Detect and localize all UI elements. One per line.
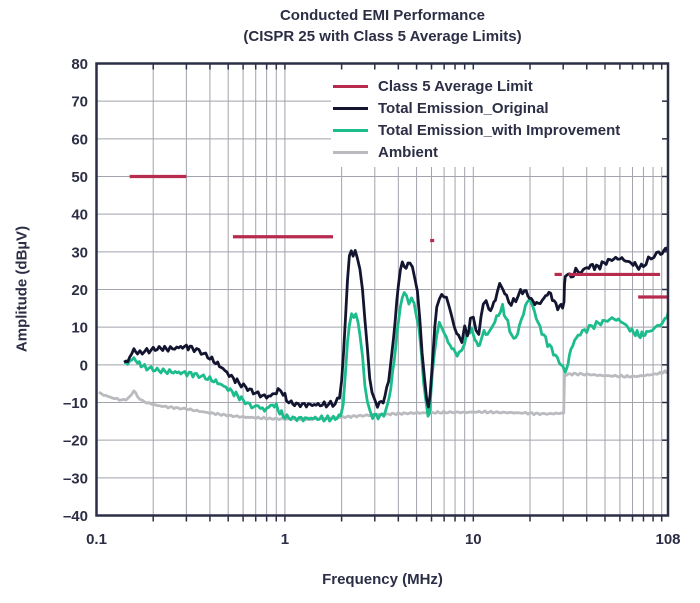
curve-total-emission-original bbox=[123, 245, 668, 409]
y-tick-label: 0 bbox=[80, 357, 88, 374]
legend-item-total-emission-original: Total Emission_Original bbox=[333, 97, 620, 119]
y-tick-label: –20 bbox=[63, 433, 88, 450]
legend-backing bbox=[331, 65, 668, 167]
y-tick-label: 20 bbox=[71, 282, 88, 299]
y-tick-label: 50 bbox=[71, 169, 88, 186]
improved-line-swatch bbox=[333, 128, 368, 132]
y-tick-label: –10 bbox=[63, 395, 88, 412]
chart-title: Conducted EMI Performance bbox=[279, 7, 486, 24]
legend: Class 5 Average Limit Total Emission_Ori… bbox=[333, 75, 620, 163]
y-tick-label: 80 bbox=[71, 56, 88, 73]
x-tick-label: 0.1 bbox=[86, 531, 107, 548]
y-tick-label: 40 bbox=[71, 207, 88, 224]
legend-label: Ambient bbox=[378, 143, 438, 161]
curve-total-emission-with-improvement bbox=[124, 291, 668, 423]
legend-item-ambient: Ambient bbox=[333, 141, 620, 163]
y-tick-label: 10 bbox=[71, 320, 88, 337]
y-tick-label: 70 bbox=[71, 94, 88, 111]
legend-item-class5-limit: Class 5 Average Limit bbox=[333, 75, 620, 97]
limit-line-swatch bbox=[333, 84, 368, 88]
legend-label: Total Emission_Original bbox=[378, 99, 549, 117]
original-line-swatch bbox=[333, 106, 368, 110]
y-axis-title: Amplitude (dBµV) bbox=[13, 225, 31, 353]
y-tick-label: 60 bbox=[71, 131, 88, 148]
curve-ambient bbox=[98, 369, 668, 422]
chart-subtitle: (CISPR 25 with Class 5 Average Limits) bbox=[243, 28, 522, 45]
legend-item-total-emission-improved: Total Emission_with Improvement bbox=[333, 119, 620, 141]
y-tick-label: 30 bbox=[71, 244, 88, 261]
legend-label: Class 5 Average Limit bbox=[378, 77, 533, 95]
legend-label: Total Emission_with Improvement bbox=[378, 121, 621, 139]
ambient-line-swatch bbox=[333, 150, 368, 154]
y-tick-label: –40 bbox=[63, 508, 88, 525]
x-tick-label: 1 bbox=[281, 531, 289, 548]
x-axis-title: Frequency (MHz) bbox=[322, 571, 443, 588]
plot-border bbox=[95, 62, 670, 517]
x-tick-label: 108 bbox=[655, 531, 680, 548]
y-tick-label: –30 bbox=[63, 470, 88, 487]
x-tick-label: 10 bbox=[465, 531, 482, 548]
